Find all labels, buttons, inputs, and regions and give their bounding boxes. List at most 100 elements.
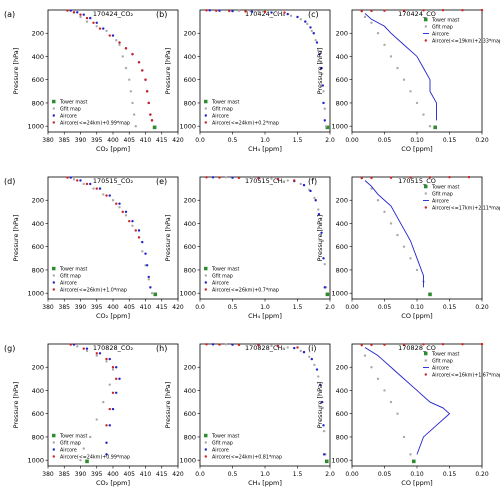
data-point: [299, 182, 302, 186]
x-tick-label: 0.15: [443, 137, 457, 144]
x-tick-label: 1.5: [293, 137, 303, 144]
y-tick-label: 200: [184, 30, 196, 38]
data-point: [95, 25, 98, 28]
data-point: [131, 101, 134, 105]
chart-panel-3: (c) 170424_CO 200 400 600 800 1000 Pressure [hP…: [308, 8, 500, 153]
data-point: [409, 453, 412, 456]
data-point: [141, 240, 144, 244]
panel-label: (e): [156, 177, 167, 186]
y-tick-label: 1000: [27, 457, 44, 465]
data-point: [76, 345, 79, 348]
data-point: [153, 292, 158, 297]
data-point: [82, 182, 85, 186]
data-point: [72, 343, 76, 346]
data-point: [323, 262, 326, 266]
data-point: [461, 343, 464, 346]
x-tick-label: 1.0: [260, 471, 270, 478]
data-point: [257, 344, 260, 347]
data-point: [92, 187, 95, 190]
legend-swatch: [204, 455, 207, 458]
data-point: [389, 55, 393, 58]
series-3: [208, 9, 326, 122]
panel-label: (b): [156, 10, 167, 19]
y-tick-label: 600: [32, 243, 44, 251]
legend-swatch: [204, 281, 207, 284]
data-point: [147, 275, 150, 279]
data-point: [428, 176, 432, 179]
y-tick-label: 1000: [27, 290, 44, 298]
data-point: [149, 113, 152, 116]
data-point: [322, 257, 325, 260]
data-point: [82, 347, 85, 350]
x-axis-label: CO [ppm]: [401, 479, 432, 487]
data-point: [363, 15, 367, 19]
data-point: [85, 459, 89, 464]
panel-title: 170828_CO₂: [93, 344, 134, 352]
data-point: [205, 9, 208, 12]
x-tick-label: 415: [156, 137, 168, 144]
data-point: [320, 66, 323, 70]
data-point: [95, 21, 98, 24]
data-point: [370, 9, 373, 13]
data-point: [118, 43, 121, 47]
legend-entry: Gfit map: [212, 441, 233, 447]
legend-swatch: [424, 184, 428, 189]
data-point: [411, 459, 416, 464]
legend-swatch: [52, 274, 55, 277]
data-point: [224, 343, 228, 346]
y-tick-label: 1000: [27, 123, 44, 131]
data-point: [383, 389, 386, 392]
x-tick-label: 420: [172, 471, 184, 478]
y-tick-label: 200: [336, 30, 348, 38]
panel-title: 170424_CH₄: [245, 10, 285, 18]
data-point: [85, 20, 89, 23]
x-tick-label: 0.20: [475, 304, 489, 311]
x-tick-label: 420: [172, 304, 184, 311]
data-point: [323, 107, 326, 110]
data-point: [319, 389, 323, 392]
y-axis-label: Pressure [hPa]: [316, 215, 324, 262]
series-1: [324, 459, 329, 464]
data-point: [480, 342, 484, 346]
data-point: [433, 125, 437, 130]
data-point: [409, 176, 412, 179]
x-tick-label: 0.15: [443, 471, 457, 478]
data-point: [257, 10, 260, 13]
data-point: [314, 199, 317, 202]
data-point: [480, 8, 484, 12]
legend-swatch: [204, 433, 208, 438]
y-tick-label: 400: [32, 387, 44, 395]
x-tick-label: 1.5: [293, 304, 303, 311]
data-point: [118, 41, 121, 44]
series-4: [360, 8, 484, 13]
legend-swatch: [52, 281, 55, 284]
data-point: [137, 61, 141, 64]
data-point: [132, 113, 136, 116]
legend-entry: Aircore: [60, 281, 77, 287]
data-point: [422, 9, 425, 12]
data-point: [321, 84, 325, 87]
y-axis-label: Pressure [hPa]: [316, 48, 324, 95]
data-point: [111, 368, 115, 371]
data-point: [402, 343, 406, 346]
data-point: [317, 212, 321, 216]
y-tick-label: 600: [184, 76, 196, 84]
legend-entry: Tower mast: [431, 352, 460, 358]
panel-title: 170515_CO₂: [93, 177, 134, 185]
legend-entry: Aircore: [432, 199, 449, 205]
data-point: [105, 360, 108, 363]
data-point: [370, 176, 373, 180]
panel-label: (c): [308, 10, 319, 19]
data-point: [360, 9, 363, 13]
data-point: [396, 233, 399, 237]
y-tick-label: 800: [32, 266, 44, 274]
legend-entry: Tower mast: [59, 100, 88, 106]
data-point: [325, 292, 330, 297]
panel-title: 170828_CO: [398, 344, 436, 352]
data-point: [383, 43, 386, 47]
series-1: [152, 125, 157, 130]
legend-swatch: [204, 441, 207, 444]
legend-entry: Gfit map: [212, 107, 233, 113]
